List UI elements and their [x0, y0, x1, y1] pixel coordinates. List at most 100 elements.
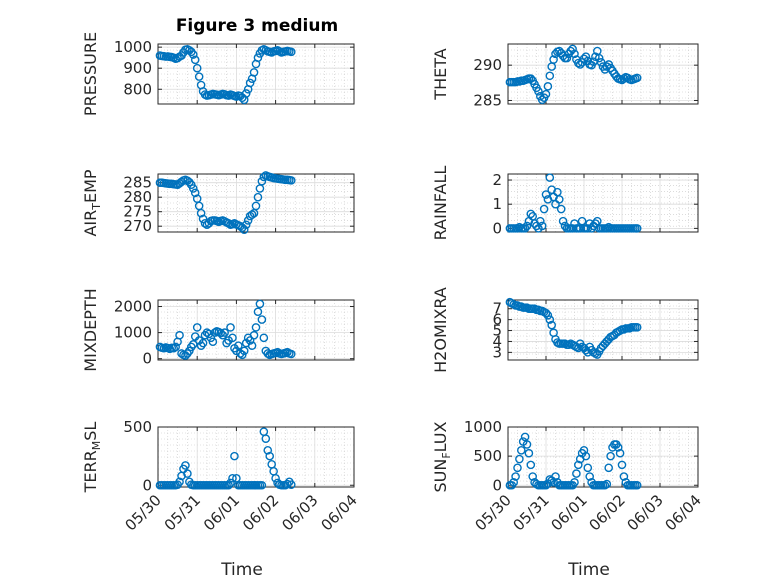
data-point — [537, 95, 547, 105]
data-point — [632, 224, 642, 233]
y-tick-label: 290 — [473, 56, 502, 74]
y-tick-label: 0 — [492, 219, 502, 237]
data-point — [245, 78, 255, 88]
data-point — [570, 478, 579, 487]
subplot-rainfall: 0 1 2 RAINFALL — [431, 166, 699, 240]
y-tick-label: 0 — [142, 350, 152, 368]
data-point — [594, 53, 604, 63]
data-point — [536, 216, 545, 226]
data-point — [549, 55, 558, 64]
data-point — [604, 463, 614, 473]
data-point — [543, 310, 553, 320]
y-axis-label: MIXDEPTH — [81, 288, 100, 371]
data-point — [528, 472, 538, 481]
data-point — [541, 190, 551, 199]
y-tick-label: 0 — [492, 476, 502, 494]
y-tick-label: 1000 — [114, 38, 152, 56]
y-tick-label: 270 — [123, 217, 152, 235]
data-point — [226, 323, 235, 332]
data-point — [286, 480, 296, 489]
data-point — [196, 208, 206, 218]
data-point — [265, 451, 275, 461]
data-point — [555, 195, 564, 204]
data-point — [192, 63, 202, 73]
y-axis-label: THETA — [431, 48, 450, 100]
data-point — [574, 343, 583, 353]
y-tick-label: 1000 — [464, 418, 502, 436]
data-point — [273, 347, 282, 357]
subplot-mixdepth: 0 1000 2000 MIXDEPTH — [81, 288, 355, 372]
data-point — [208, 337, 218, 347]
data-point — [585, 472, 595, 481]
data-point — [526, 74, 536, 83]
data-point — [234, 341, 243, 350]
data-point — [524, 448, 534, 458]
data-point — [615, 448, 625, 458]
data-point — [551, 472, 560, 481]
subplot-pressure: 800 900 1000 PRESSURE — [81, 32, 355, 116]
data-point — [545, 71, 555, 81]
data-point — [169, 343, 178, 353]
data-point — [257, 480, 267, 490]
y-tick-label: 500 — [123, 418, 152, 436]
data-point — [257, 315, 267, 324]
data-point — [247, 341, 257, 350]
data-point — [198, 214, 208, 224]
y-tick-label: 6 — [492, 311, 502, 329]
y-tick-label: 280 — [123, 188, 152, 206]
data-point — [581, 52, 591, 62]
data-point — [545, 173, 555, 182]
axes-box — [157, 299, 355, 361]
y-tick-label: 1000 — [114, 324, 152, 342]
data-point — [257, 176, 267, 186]
data-point — [541, 480, 551, 490]
figure-title: Figure 3 medium — [176, 16, 338, 36]
y-tick-label: 2 — [492, 171, 502, 189]
data-point — [286, 176, 296, 185]
data-point — [188, 184, 198, 193]
axes-box — [507, 299, 699, 361]
y-tick-label: 500 — [473, 447, 502, 465]
data-point — [255, 299, 265, 309]
data-point — [558, 216, 568, 226]
data-point — [226, 478, 235, 488]
data-point — [230, 451, 239, 461]
data-point — [606, 451, 615, 461]
y-axis-label: AIRTEMP — [81, 169, 103, 236]
data-point — [228, 333, 237, 343]
y-tick-label: 4 — [492, 332, 502, 350]
data-point — [613, 443, 623, 452]
data-point — [249, 68, 259, 77]
data-point — [283, 347, 292, 357]
data-point — [175, 330, 184, 340]
data-point — [216, 328, 226, 338]
data-point — [224, 218, 233, 228]
data-point — [253, 53, 263, 62]
data-point — [556, 204, 566, 214]
data-point — [251, 201, 261, 211]
data-point — [541, 308, 551, 318]
data-point — [547, 320, 557, 330]
data-point — [511, 472, 520, 481]
y-tick-label: 3 — [492, 343, 502, 361]
data-point — [247, 210, 257, 219]
data-point — [520, 224, 530, 233]
data-point — [526, 460, 536, 470]
data-point — [286, 349, 296, 359]
data-point — [568, 44, 577, 54]
data-point — [570, 49, 579, 59]
data-point — [228, 473, 237, 483]
data-point — [509, 478, 519, 487]
data-point — [632, 322, 642, 332]
x-axis-label: Time — [567, 560, 610, 580]
data-point — [545, 315, 555, 324]
y-tick-label: 1 — [492, 195, 502, 213]
data-point — [534, 86, 543, 96]
data-point — [188, 340, 198, 349]
data-point — [194, 72, 204, 81]
y-tick-label: 0 — [142, 476, 152, 494]
y-axis-label: H2OMIXRA — [431, 287, 450, 373]
